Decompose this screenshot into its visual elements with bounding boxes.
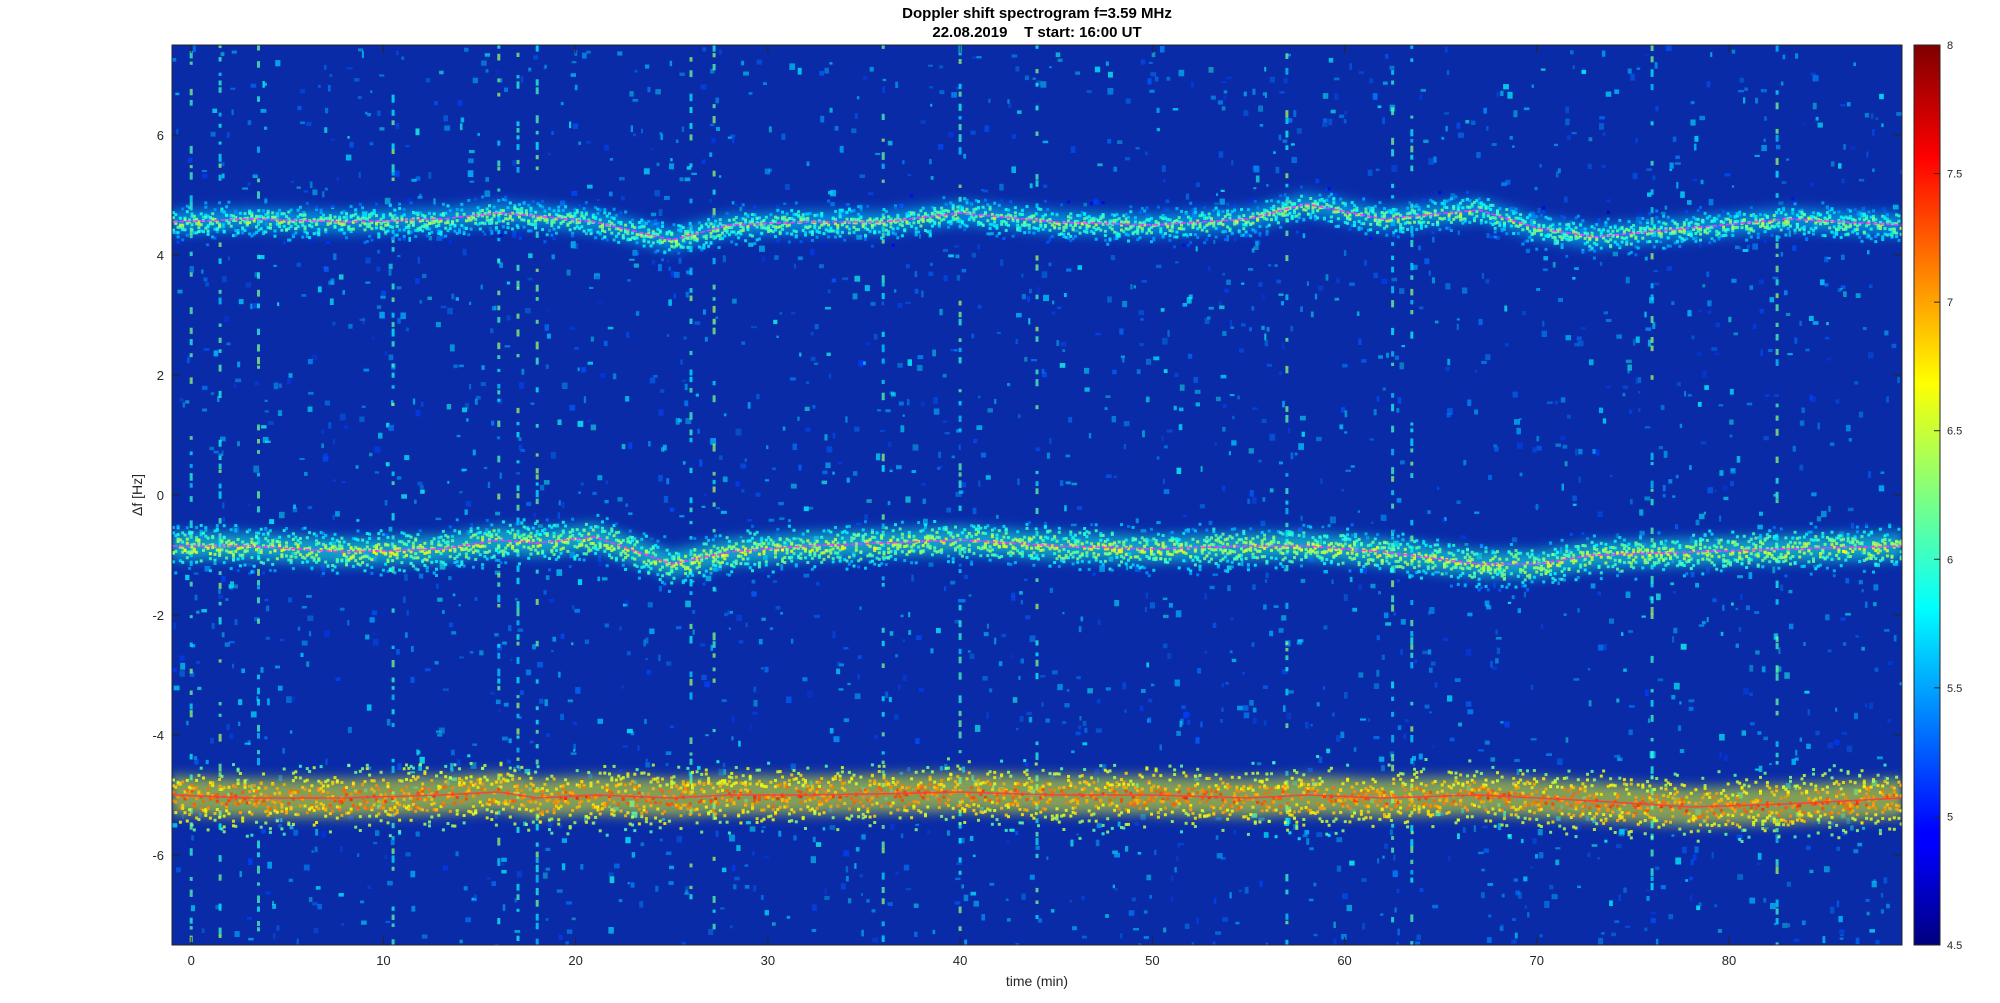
- x-tick-label: 50: [1145, 953, 1159, 968]
- chart-subtitle: 22.08.2019 T start: 16:00 UT: [932, 24, 1142, 41]
- signal-band: [172, 185, 1902, 262]
- signal-band: [172, 513, 1902, 593]
- spectrogram-image: [172, 45, 1902, 945]
- colorbar: 4.5 5 5.5 6 6.5 7 7.5 8: [1913, 40, 1962, 952]
- doppler-traces: [172, 203, 1902, 808]
- colorbar-gradient: [1913, 44, 1941, 946]
- y-tick-label: 4: [157, 248, 164, 263]
- y-axis-label: Δf [Hz]: [129, 474, 145, 516]
- colorbar-ticks: 4.5 5 5.5 6 6.5 7 7.5 8: [1934, 40, 1962, 952]
- y-tick-label: 6: [157, 128, 164, 143]
- plot-area: [171, 44, 1903, 946]
- y-tick-label: -4: [152, 728, 164, 743]
- y-tick-label: -2: [152, 608, 164, 623]
- y-tick-label: 0: [157, 488, 164, 503]
- colorbar-tick-label: 6.5: [1947, 426, 1962, 438]
- x-tick-label: 20: [568, 953, 582, 968]
- doppler-trace-2: [172, 536, 1902, 565]
- x-tick-label: 70: [1530, 953, 1544, 968]
- x-tick-label: 80: [1722, 953, 1736, 968]
- colorbar-tick-label: 6: [1947, 554, 1953, 566]
- colorbar-tick-label: 4.5: [1947, 940, 1962, 952]
- colorbar-tick-label: 5.5: [1947, 683, 1962, 695]
- y-tick-label: -6: [152, 848, 164, 863]
- colorbar-tick-label: 7.5: [1947, 169, 1962, 181]
- x-tick-label: 60: [1337, 953, 1351, 968]
- signal-band: [172, 754, 1902, 843]
- chart-title: Doppler shift spectrogram f=3.59 MHz: [902, 5, 1172, 22]
- x-tick-label: 40: [953, 953, 967, 968]
- x-tick-label: 30: [761, 953, 775, 968]
- x-tick-label: 0: [188, 953, 195, 968]
- colorbar-tick-label: 5: [1947, 811, 1953, 823]
- y-axis: -6 -4 -2 0 2 4 6: [152, 128, 1902, 863]
- doppler-trace-3: [172, 791, 1902, 808]
- x-axis: 0 10 20 30 40 50 60 70 80: [188, 45, 1736, 968]
- colorbar-tick-label: 8: [1947, 40, 1953, 52]
- y-tick-label: 2: [157, 368, 164, 383]
- noise-speckle: [172, 45, 1902, 945]
- colorbar-tick-label: 7: [1947, 297, 1953, 309]
- doppler-trace-1: [172, 203, 1902, 241]
- x-tick-label: 10: [376, 953, 390, 968]
- chart-title-block: Doppler shift spectrogram f=3.59 MHz 22.…: [172, 4, 1902, 42]
- x-axis-label: time (min): [1006, 973, 1068, 989]
